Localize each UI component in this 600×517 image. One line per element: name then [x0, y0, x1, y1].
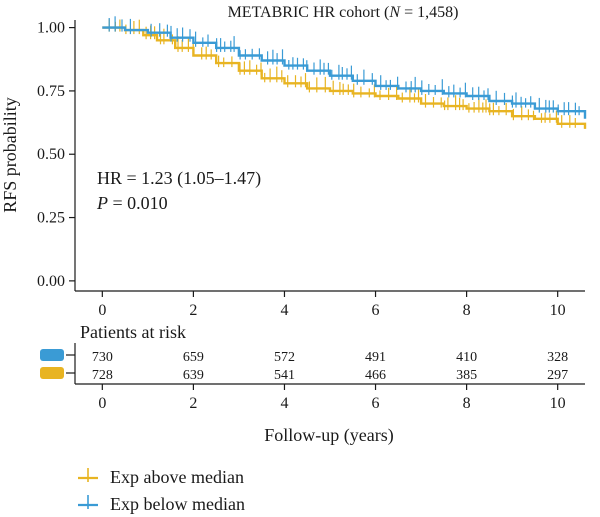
risk-table: 730 659 572 491 410 328 728 639 541 466 385 297: [40, 343, 585, 385]
risk-count: 730: [92, 350, 113, 365]
risk-count: 572: [274, 350, 295, 365]
y-tick-label: 0.50: [37, 146, 65, 163]
risk-count: 328: [547, 350, 568, 365]
y-tick-label: 0.00: [37, 273, 65, 290]
censor-marks-above: [108, 19, 576, 128]
risk-x-tick-label: 0: [98, 395, 106, 412]
x-tick-label: 0: [98, 302, 106, 319]
x-tick-label: 2: [189, 302, 197, 319]
risk-row-swatch-below: [40, 349, 64, 361]
risk-count: 639: [183, 368, 204, 383]
survival-curves: [102, 16, 587, 129]
x-tick-label: 4: [280, 302, 288, 319]
risk-x-ticks: 0 2 4 6 8 10: [98, 384, 566, 412]
hr-annotation: HR = 1.23 (1.05–1.47): [97, 168, 261, 189]
x-tick-label: 6: [372, 302, 380, 319]
risk-x-tick-label: 10: [550, 395, 566, 412]
risk-count: 491: [365, 350, 386, 365]
risk-count: 728: [92, 368, 113, 383]
p-annotation: P = 0.010: [96, 193, 168, 213]
legend: Exp above median Exp below median: [78, 467, 245, 514]
risk-x-tick-label: 8: [463, 395, 471, 412]
x-tick-label: 8: [463, 302, 471, 319]
y-ticks: 0.00 0.25 0.50 0.75 1.00: [37, 20, 75, 290]
risk-count: 541: [274, 368, 295, 383]
curve-above: [102, 26, 587, 129]
chart-title-main: METABRIC HR cohort (: [228, 4, 390, 21]
risk-count: 297: [547, 368, 568, 383]
x-ticks: 0 2 4 6 8 10: [98, 291, 566, 319]
p-value: = 0.010: [108, 193, 168, 213]
plot-axes: [74, 20, 585, 292]
risk-count: 385: [456, 368, 477, 383]
y-tick-label: 0.75: [37, 83, 65, 100]
risk-row-swatch-above: [40, 367, 64, 379]
y-axis-label: RFS probability: [0, 97, 20, 213]
x-tick-label: 10: [550, 302, 566, 319]
risk-count: 659: [183, 350, 204, 365]
risk-count: 466: [365, 368, 386, 383]
risk-x-tick-label: 6: [372, 395, 380, 412]
legend-item-above: Exp above median: [78, 467, 244, 487]
chart-title: METABRIC HR cohort (N = 1,458): [228, 4, 459, 21]
censor-marks-below: [108, 16, 580, 116]
chart-title-rest: = 1,458): [400, 4, 458, 21]
risk-count: 410: [456, 350, 477, 365]
risk-x-tick-label: 4: [280, 395, 288, 412]
x-axis-label: Follow-up (years): [264, 425, 393, 446]
p-symbol: P: [96, 193, 108, 213]
y-tick-label: 0.25: [37, 210, 65, 227]
chart-title-n: N: [388, 4, 401, 21]
risk-table-title: Patients at risk: [80, 322, 186, 342]
y-tick-label: 1.00: [37, 20, 65, 37]
legend-label: Exp below median: [110, 494, 245, 514]
risk-x-tick-label: 2: [189, 395, 197, 412]
legend-item-below: Exp below median: [78, 494, 245, 514]
legend-label: Exp above median: [110, 467, 244, 487]
